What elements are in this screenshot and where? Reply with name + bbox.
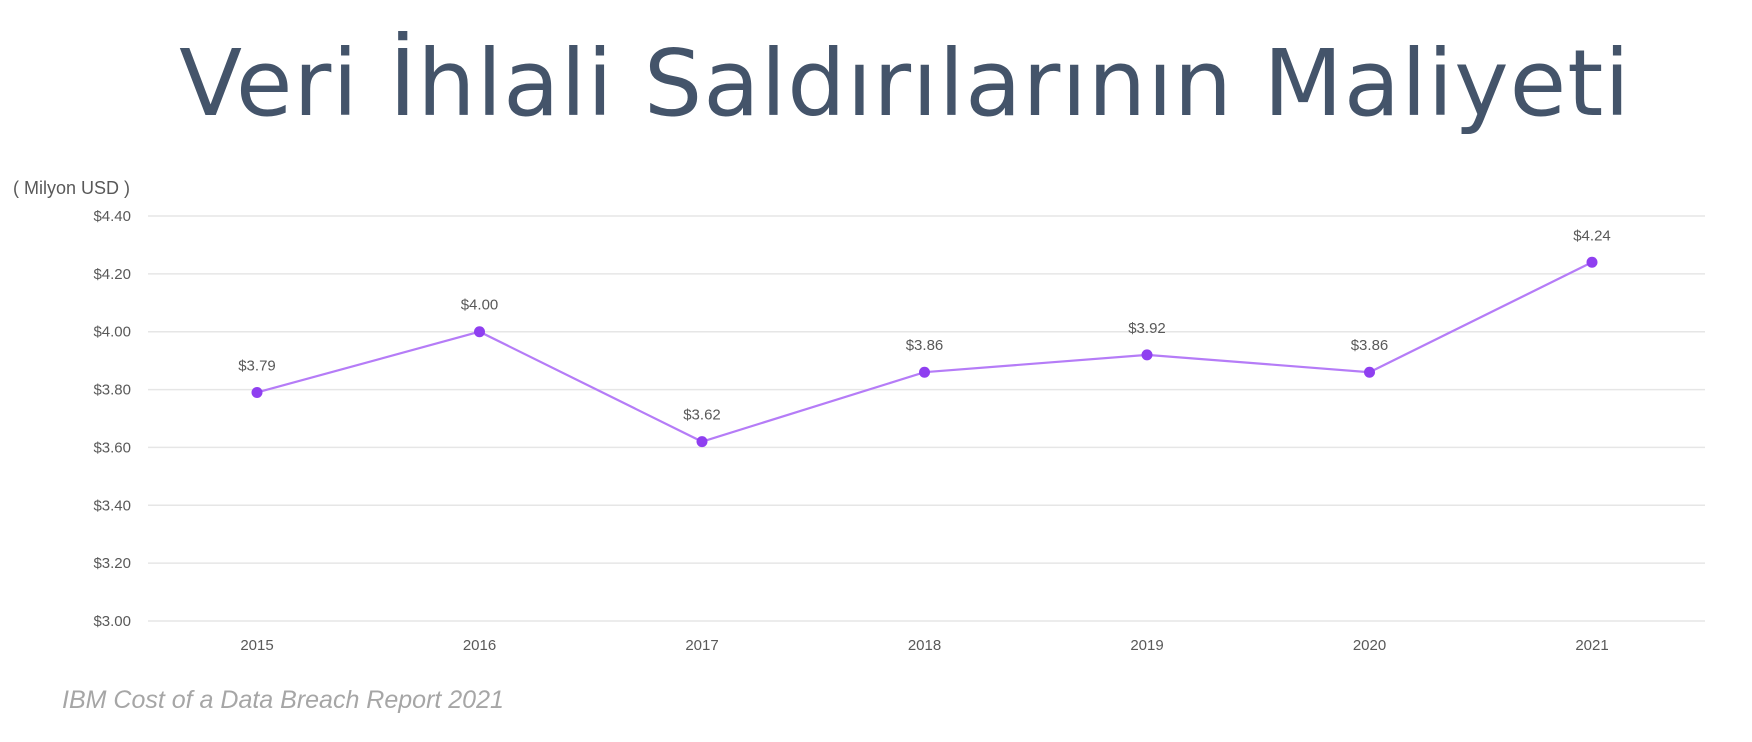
x-tick-label: 2017 xyxy=(685,637,718,654)
y-axis-unit-label: ( Milyon USD ) xyxy=(13,178,131,198)
data-point xyxy=(1586,256,1598,268)
data-point xyxy=(696,436,708,448)
y-tick-label: $3.00 xyxy=(93,613,131,630)
data-label: $3.86 xyxy=(906,337,944,354)
gridlines xyxy=(148,215,1705,622)
y-tick-label: $3.80 xyxy=(93,382,131,399)
x-tick-label: 2019 xyxy=(1130,637,1163,654)
x-tick-label: 2021 xyxy=(1575,637,1608,654)
y-tick-label: $3.40 xyxy=(93,497,131,514)
data-point xyxy=(474,326,485,338)
y-tick-label: $4.00 xyxy=(93,324,131,341)
data-label: $3.92 xyxy=(1128,320,1166,337)
data-point xyxy=(919,366,930,378)
x-tick-label: 2020 xyxy=(1353,637,1386,654)
data-label: $4.24 xyxy=(1573,227,1611,244)
data-labels: $3.79 $4.00 $3.62 $3.86 $3.92 $3.86 $4.24 xyxy=(238,227,1611,423)
data-point xyxy=(1141,349,1153,361)
chart-title: Veri İhlali Saldırılarının Maliyeti xyxy=(179,30,1631,137)
y-tick-label: $4.40 xyxy=(93,208,131,225)
x-axis-ticks: 2015 2016 2017 2018 2019 2020 2021 xyxy=(240,637,1608,654)
y-axis-ticks: $3.00 $3.20 $3.40 $3.60 $3.80 $4.00 $4.20 $4.40 xyxy=(93,208,131,630)
x-tick-label: 2015 xyxy=(240,637,273,654)
y-tick-label: $4.20 xyxy=(93,266,131,283)
source-note: IBM Cost of a Data Breach Report 2021 xyxy=(62,686,504,714)
data-label: $4.00 xyxy=(461,297,499,314)
series-cost xyxy=(251,256,1598,448)
y-tick-label: $3.20 xyxy=(93,555,131,572)
data-point xyxy=(1364,366,1375,378)
data-label: $3.86 xyxy=(1351,337,1389,354)
y-tick-label: $3.60 xyxy=(93,439,131,456)
data-label: $3.79 xyxy=(238,357,276,374)
x-tick-label: 2018 xyxy=(908,637,941,654)
data-label: $3.62 xyxy=(683,407,721,424)
data-point xyxy=(251,386,263,398)
x-tick-label: 2016 xyxy=(463,637,496,654)
